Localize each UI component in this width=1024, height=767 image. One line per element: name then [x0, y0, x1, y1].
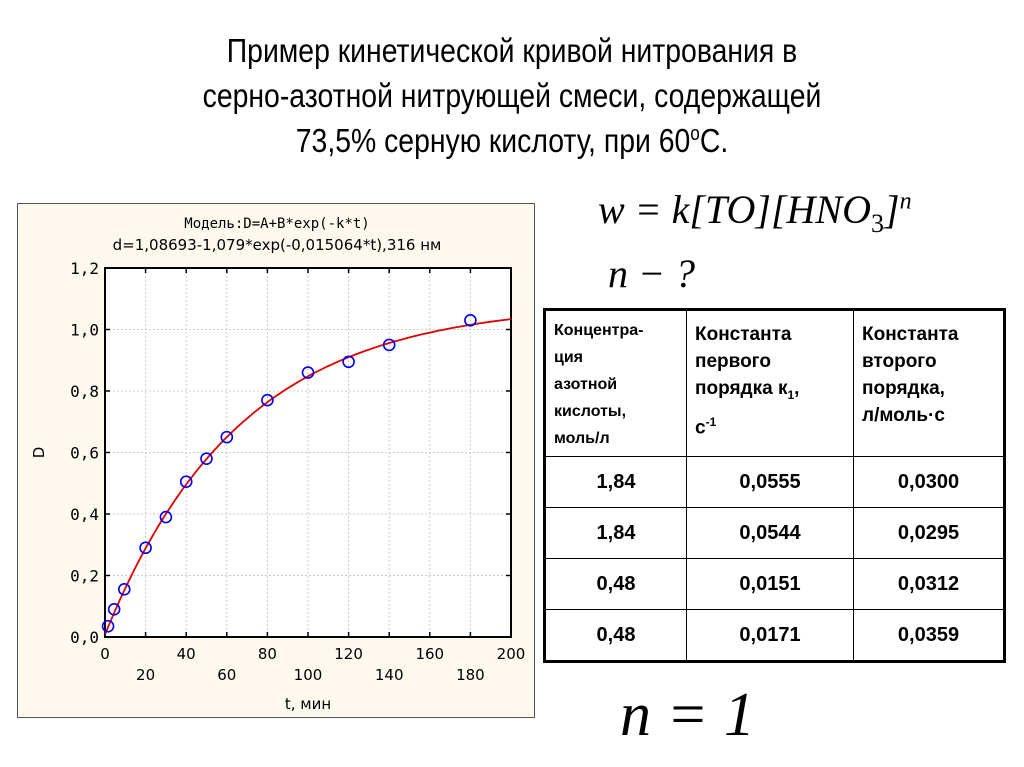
cell-k2: 0,0312	[853, 558, 1005, 610]
data-point	[101, 619, 115, 633]
cell-concentration: 0,48	[544, 558, 687, 610]
x-axis-label: t, мин	[285, 695, 331, 713]
y-tick-label: 0,2	[70, 567, 99, 586]
data-point	[139, 541, 152, 555]
x-tick-label: 200	[497, 645, 526, 663]
cell-concentration: 0,48	[544, 609, 687, 662]
cell-k2: 0,0295	[853, 507, 1005, 559]
chart-title: Модель:D=A+B*exp(-k*t)	[184, 216, 369, 232]
cell-concentration: 1,84	[544, 456, 687, 508]
x-tick-label: 60	[217, 666, 236, 684]
x-tick-label: 140	[375, 666, 404, 684]
cell-k1: 0,0151	[686, 558, 854, 610]
header-first-order-constant: Константа первого порядка к1, с-1	[686, 309, 854, 457]
kinetic-chart: Модель:D=A+B*exp(-k*t) d=1,08693-1,079*ex…	[17, 203, 535, 718]
table-header-row: Концентра- ция азотной кислоты, моль/л К…	[544, 309, 1005, 457]
cell-k2: 0,0359	[853, 609, 1005, 662]
data-point	[301, 366, 315, 379]
title-line-1: Пример кинетической кривой нитрования в	[226, 32, 798, 69]
table-row: 1,84 0,0544 0,0295	[544, 507, 1005, 559]
header-second-order-constant: Константа второго порядка, л/моль·с	[853, 309, 1005, 457]
x-tick-label: 20	[136, 666, 155, 684]
rate-constants-table: Концентра- ция азотной кислоты, моль/л К…	[543, 308, 1006, 663]
y-tick-label: 0,8	[70, 382, 99, 401]
title-line-2: серно-азотной нитрующей смеси, содержаще…	[202, 77, 822, 114]
data-point	[342, 355, 355, 369]
x-tick-label: 0	[100, 645, 110, 663]
header-concentration: Концентра- ция азотной кислоты, моль/л	[544, 309, 687, 457]
cell-k1: 0,0544	[686, 507, 854, 559]
x-tick-label: 100	[294, 666, 323, 684]
y-tick-label: 0,0	[70, 628, 99, 647]
data-point	[220, 430, 234, 444]
data-point	[261, 393, 274, 407]
rate-law-formula: w = k[TO][HNO3]n	[598, 187, 912, 238]
data-point	[382, 338, 396, 352]
x-tick-label: 80	[258, 645, 277, 663]
order-question: n − ?	[608, 251, 695, 296]
y-tick-label: 1,0	[70, 321, 99, 340]
data-point	[107, 603, 121, 616]
cell-concentration: 1,84	[544, 507, 687, 559]
x-tick-label: 180	[456, 666, 485, 684]
data-point	[464, 313, 477, 327]
table-row: 0,48 0,0151 0,0312	[544, 558, 1005, 610]
cell-k2: 0,0300	[853, 456, 1005, 508]
fit-curve	[104, 318, 512, 635]
table-row: 1,84 0,0555 0,0300	[544, 456, 1005, 508]
slide-title: Пример кинетической кривой нитрования в …	[72, 28, 953, 163]
cell-k1: 0,0171	[686, 609, 854, 662]
y-axis-label: D	[30, 447, 48, 459]
y-tick-label: 0,6	[70, 444, 99, 463]
data-point	[159, 510, 173, 524]
y-tick-label: 0,4	[70, 505, 99, 524]
title-line-3: 73,5% серную кислоту, при 60оС.	[295, 122, 729, 159]
table-row: 0,48 0,0171 0,0359	[544, 609, 1005, 662]
order-answer: n = 1	[620, 681, 755, 749]
x-tick-label: 120	[334, 645, 363, 663]
data-point	[117, 583, 131, 596]
data-point	[179, 475, 193, 489]
x-tick-label: 160	[415, 645, 444, 663]
chart-canvas: Модель:D=A+B*exp(-k*t) d=1,08693-1,079*ex…	[30, 216, 526, 713]
cell-k1: 0,0555	[686, 456, 854, 508]
x-tick-label: 40	[177, 645, 196, 663]
chart-subtitle: d=1,08693-1,079*exp(-0,015064*t),316 нм	[113, 236, 442, 254]
data-point	[200, 452, 213, 465]
y-tick-label: 1,2	[70, 259, 99, 278]
